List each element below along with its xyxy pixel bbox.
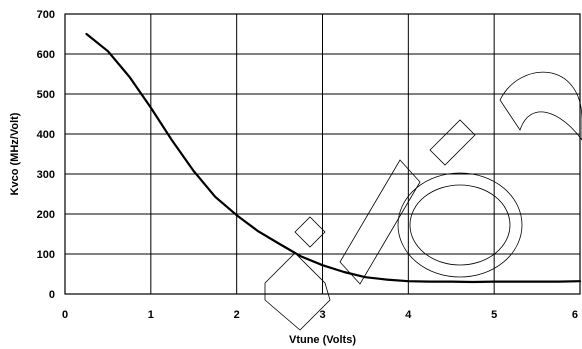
y-tick-label-0: 0	[49, 289, 55, 301]
x-tick-label-3: 3	[319, 309, 325, 321]
y-tick-labels: 0 100 200 300 400 500 600 700	[37, 9, 55, 301]
watermark-outline	[264, 71, 582, 331]
y-axis-title: Kvco (MHz/Volt)	[9, 112, 21, 195]
y-tick-label-5: 500	[37, 89, 55, 101]
y-tick-label-4: 400	[37, 129, 55, 141]
x-tick-label-5: 5	[491, 309, 497, 321]
y-tick-label-7: 700	[37, 9, 55, 21]
x-tick-label-0: 0	[62, 309, 68, 321]
y-tick-label-2: 200	[37, 209, 55, 221]
x-axis-title: Vtune (Volts)	[289, 334, 356, 346]
series-points	[86, 34, 580, 282]
series-line	[85, 32, 582, 284]
x-tick-label-1: 1	[148, 309, 154, 321]
x-tick-label-4: 4	[405, 309, 412, 321]
x-tick-label-6: 6	[572, 309, 578, 321]
x-tick-labels: 0 1 2 3 4 5 6	[62, 309, 578, 321]
grid-lines	[64, 13, 581, 295]
plot-frame	[64, 13, 581, 295]
x-tick-label-2: 2	[234, 309, 240, 321]
y-tick-label-3: 300	[37, 169, 55, 181]
y-tick-label-1: 100	[37, 249, 55, 261]
y-tick-label-6: 600	[37, 49, 55, 61]
